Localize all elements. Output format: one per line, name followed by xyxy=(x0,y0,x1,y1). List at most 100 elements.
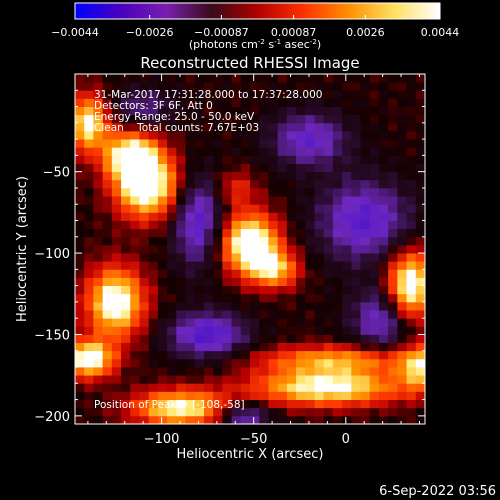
heatmap-cell xyxy=(360,114,371,124)
heatmap-cell xyxy=(406,147,417,156)
heatmap-cell xyxy=(268,220,279,230)
heatmap-cell xyxy=(185,277,196,287)
heatmap-cell xyxy=(194,155,205,164)
heatmap-cell xyxy=(378,204,389,213)
heatmap-cell xyxy=(75,293,85,303)
heatmap-cell xyxy=(415,114,426,124)
heatmap-cell xyxy=(213,179,223,189)
heatmap-cell xyxy=(231,122,242,132)
heatmap-cell xyxy=(305,196,315,205)
heatmap-cell xyxy=(378,375,389,384)
heatmap-cell xyxy=(231,269,242,278)
heatmap-cell xyxy=(121,171,131,181)
heatmap-cell xyxy=(259,98,269,107)
heatmap-cell xyxy=(286,212,297,221)
heatmap-cell xyxy=(222,399,232,409)
heatmap-cell xyxy=(314,310,325,319)
heatmap-cell xyxy=(176,122,186,132)
heatmap-cell xyxy=(397,179,407,189)
heatmap-cell xyxy=(148,261,159,270)
heatmap-cell xyxy=(250,204,260,213)
heatmap-cell xyxy=(121,98,131,107)
heatmap-cell xyxy=(231,375,242,384)
heatmap-cell xyxy=(176,407,186,417)
heatmap-cell xyxy=(176,204,186,213)
heatmap-cell xyxy=(286,342,297,352)
heatmap-cell xyxy=(378,334,389,344)
heatmap-cell xyxy=(222,212,232,221)
heatmap-cell xyxy=(314,130,325,140)
heatmap-cell xyxy=(286,399,297,409)
heatmap-cell xyxy=(240,375,251,384)
heatmap-cell xyxy=(148,326,159,335)
heatmap-cell xyxy=(314,196,325,205)
heatmap-cell xyxy=(130,285,140,295)
heatmap-cell xyxy=(185,301,196,311)
heatmap-cell xyxy=(277,391,288,400)
heatmap-cell xyxy=(167,74,177,83)
heatmap-cell xyxy=(388,74,398,83)
heatmap-cell xyxy=(240,350,251,360)
colorbar-tick-label: 0.0026 xyxy=(346,26,385,39)
heatmap-cell xyxy=(388,98,398,107)
heatmap-cell xyxy=(332,187,343,197)
heatmap-cell xyxy=(102,253,113,262)
heatmap-cell xyxy=(222,415,232,425)
heatmap-cell xyxy=(259,342,269,352)
heatmap-cell xyxy=(378,301,389,311)
heatmap-cell xyxy=(250,367,260,376)
heatmap-cell xyxy=(130,130,140,140)
heatmap-cell xyxy=(277,114,288,124)
heatmap-cell xyxy=(157,244,168,254)
heatmap-cell xyxy=(185,375,196,384)
heatmap-cell xyxy=(360,310,371,319)
y-axis-ticks: −200−150−100−50 xyxy=(34,89,425,425)
heatmap-cell xyxy=(369,261,380,270)
heatmap-cell xyxy=(369,407,380,417)
heatmap-cell xyxy=(139,163,150,173)
heatmap-cell xyxy=(406,375,417,384)
heatmap-cell xyxy=(222,228,232,238)
heatmap-cell xyxy=(305,98,315,107)
heatmap-cell xyxy=(130,114,140,124)
heatmap-cell xyxy=(148,375,159,384)
heatmap-cell xyxy=(185,196,196,205)
heatmap-cell xyxy=(296,130,306,140)
heatmap-cell xyxy=(314,220,325,230)
heatmap-cell xyxy=(415,130,426,140)
heatmap-cell xyxy=(250,179,260,189)
heatmap-cell xyxy=(111,342,122,352)
heatmap-cell xyxy=(185,350,196,360)
heatmap-cell xyxy=(102,196,113,205)
heatmap-cell xyxy=(406,334,417,344)
heatmap-cell xyxy=(121,285,131,295)
heatmap-cell xyxy=(250,74,260,83)
heatmap-cell xyxy=(286,269,297,278)
heatmap-cell xyxy=(111,383,122,392)
heatmap-cell xyxy=(222,106,232,116)
heatmap-cell xyxy=(111,358,122,368)
heatmap-cell xyxy=(93,82,104,91)
heatmap-cell xyxy=(185,342,196,352)
heatmap-cell xyxy=(167,98,177,107)
heatmap-cell xyxy=(130,220,140,230)
heatmap-cell xyxy=(75,228,85,238)
heatmap-cell xyxy=(268,187,279,197)
heatmap-cell xyxy=(296,391,306,400)
heatmap-cell xyxy=(93,212,104,221)
heatmap-cell xyxy=(323,98,334,107)
heatmap-cell xyxy=(240,90,251,99)
heatmap-cell xyxy=(93,130,104,140)
heatmap-cell xyxy=(213,98,223,107)
heatmap-cell xyxy=(268,74,279,83)
heatmap-cell xyxy=(167,106,177,116)
heatmap-cell xyxy=(139,236,150,246)
heatmap-cell xyxy=(286,293,297,303)
heatmap-cell xyxy=(194,114,205,124)
heatmap-cell xyxy=(360,326,371,335)
heatmap-cell xyxy=(406,220,417,230)
heatmap-cell xyxy=(75,130,85,140)
heatmap-cell xyxy=(378,236,389,246)
heatmap-cell xyxy=(360,179,371,189)
heatmap-cell xyxy=(268,82,279,91)
